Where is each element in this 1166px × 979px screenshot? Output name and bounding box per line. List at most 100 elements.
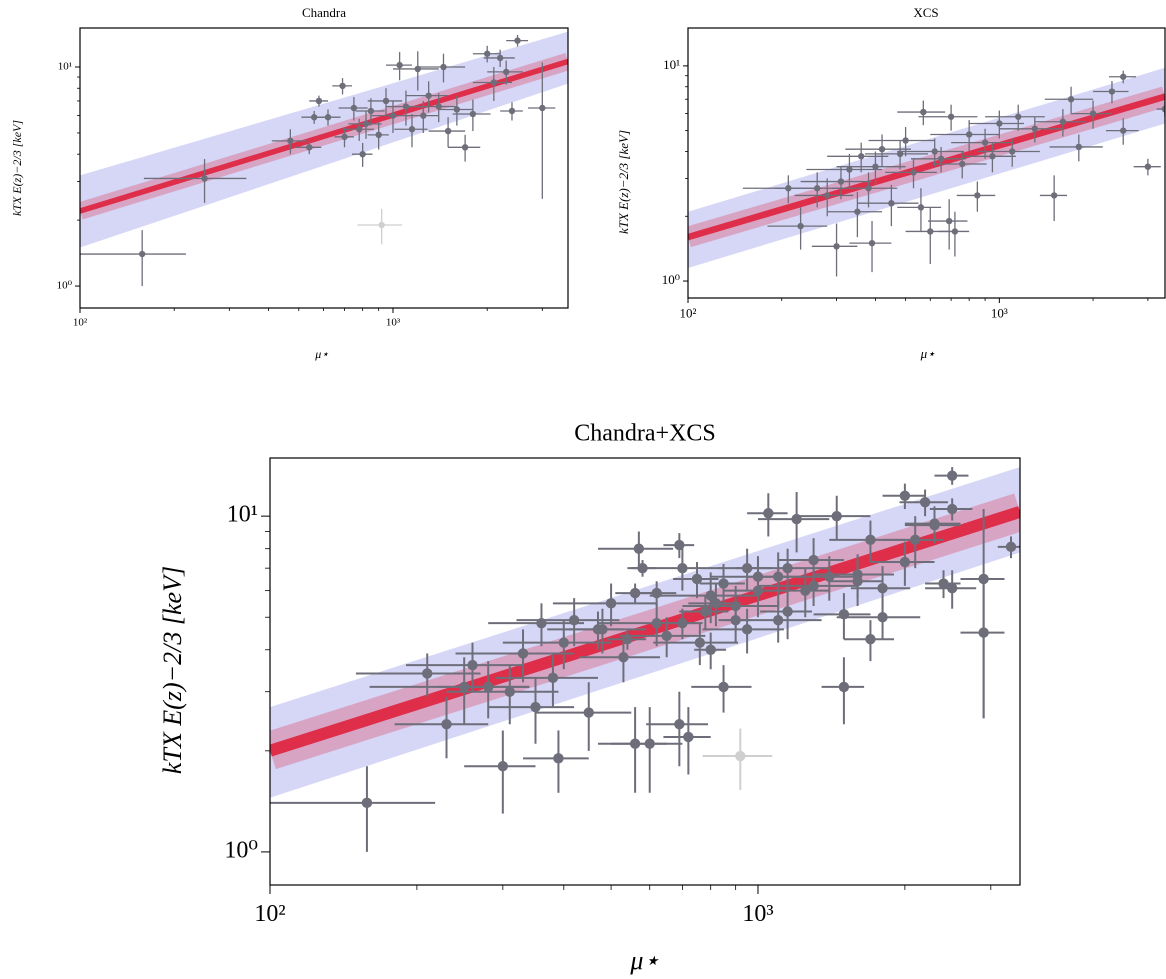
data-point [877,612,888,623]
data-point [339,82,346,90]
data-point [201,175,208,182]
data-point [389,112,397,119]
x-axis-label: μ⋆ [314,347,329,361]
data-point [981,139,989,146]
data-point [929,519,940,531]
chart-title: Chandra+XCS [574,421,716,447]
y-tick-label: 10¹ [227,502,258,528]
data-point [813,185,821,192]
data-point [440,63,447,71]
data-point [824,192,831,199]
data-point [422,668,433,679]
data-point [927,228,934,235]
data-point [674,539,685,551]
data-point [677,562,688,574]
data-point [899,490,911,501]
plot-area [80,31,568,287]
data-point [951,228,959,235]
data-point [730,600,741,612]
data-point [1005,541,1017,553]
data-point [341,133,348,141]
data-point [700,606,711,617]
fit-line [80,58,568,214]
plot-frame [79,27,569,309]
data-point [857,153,865,160]
data-point [741,624,753,635]
data-point [396,61,403,69]
data-point [1050,192,1058,199]
x-tick-label: 10² [73,316,88,328]
data-point [1089,110,1097,117]
data-point [978,627,989,638]
data-point [1144,163,1152,170]
data-point [691,573,703,585]
data-point [461,144,469,151]
y-tick-label: 10¹ [58,61,72,73]
data-point [382,97,390,105]
data-point [583,707,594,718]
data-point [896,150,904,158]
y-axis-label: kTX E(z)−2/3 [keV] [158,566,187,774]
data-point [718,578,729,589]
data-point [618,652,629,663]
data-point [917,204,925,211]
y-tick-label: 10⁰ [662,272,680,287]
chart-title: Chandra [302,5,346,20]
data-point [517,648,529,659]
data-point [831,510,842,522]
data-point [1031,125,1039,133]
data-point [989,153,996,160]
data-point [854,208,861,215]
data-point [514,37,521,44]
plot-frame [687,27,1166,299]
data-point [865,185,872,192]
data-point [651,617,662,629]
data-point [558,637,569,648]
data-point [902,137,909,144]
x-tick-label: 10³ [386,316,401,328]
data-point [872,163,879,170]
data-point [974,192,981,199]
data-point [315,97,323,105]
data-point [947,113,955,120]
data-point [378,221,385,229]
data-point [772,614,784,626]
data-point [965,131,973,138]
data-point [808,580,819,592]
y-tick-label: 10⁰ [57,280,73,292]
data-point [705,590,716,601]
chart-title: XCS [913,5,938,20]
x-axis-label: μ⋆ [629,946,659,975]
data-point [651,587,662,599]
data-point [797,222,804,230]
data-point [735,750,746,762]
plot-frame [269,457,1021,886]
data-point [287,137,294,145]
data-point [547,672,559,684]
data-point [420,112,427,119]
data-point [441,719,452,730]
data-point [959,160,966,168]
data-point [484,50,491,57]
data-point [846,166,853,173]
data-point [425,92,432,99]
data-point [502,68,510,76]
data-point [946,503,958,515]
data-point [920,108,927,116]
data-point [356,126,363,133]
data-point [496,54,504,62]
data-point [539,104,546,112]
x-axis-label: μ⋆ [920,346,936,361]
data-point [467,659,478,671]
data-point [910,534,921,546]
plot-area [270,467,1020,852]
data-point [408,126,416,133]
data-point [718,681,729,693]
data-point [919,497,931,508]
x-tick-label: 10³ [991,306,1008,321]
data-point [674,719,685,730]
y-tick-label: 10¹ [663,57,680,72]
data-point [865,534,876,546]
data-point [938,578,949,589]
